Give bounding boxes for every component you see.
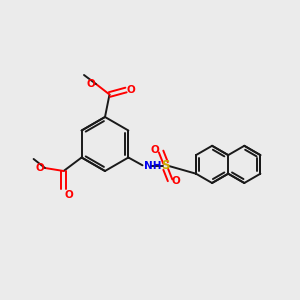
Text: O: O <box>172 176 180 187</box>
Text: NH: NH <box>144 161 161 171</box>
Text: O: O <box>86 79 95 89</box>
Text: O: O <box>127 85 136 95</box>
Text: S: S <box>161 159 170 172</box>
Text: O: O <box>151 145 160 155</box>
Text: O: O <box>64 190 73 200</box>
Text: O: O <box>35 163 44 173</box>
